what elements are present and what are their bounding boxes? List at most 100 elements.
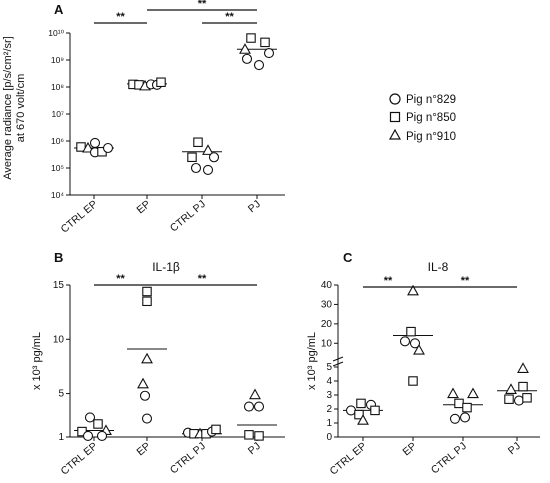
x-tick-label: CTRL PJ: [168, 440, 208, 476]
x-tick-label: CTRL EP: [59, 440, 100, 477]
x-tick-label: PJ: [246, 198, 263, 215]
panel-letter-b: B: [54, 250, 63, 265]
data-point: [138, 379, 148, 388]
data-point: [84, 431, 93, 440]
y-tick-label: 3: [326, 390, 332, 401]
data-point: [212, 425, 220, 433]
panel-c-axes: 0 1 2 3 4 5 10 20 30 40 CTRL EP EP CTRL PJ PJ ** **: [321, 275, 540, 478]
data-point: [245, 402, 254, 411]
data-point: [143, 287, 151, 295]
data-point: [247, 34, 255, 42]
significance-label: **: [225, 11, 234, 23]
y-tick-label: 0: [326, 432, 332, 443]
data-point: [261, 38, 269, 46]
x-tick-label: CTRL EP: [328, 440, 369, 477]
data-point: [255, 432, 263, 440]
data-point: [243, 54, 252, 63]
data-point: [407, 327, 415, 335]
data-point: [265, 49, 274, 58]
data-point: [204, 165, 213, 174]
data-point: [515, 396, 524, 405]
panel-a-ylabel-line1: Average radiance [p/s/cm²/sr]: [2, 36, 14, 179]
x-tick-label: CTRL PJ: [429, 440, 469, 476]
y-tick-label: 40: [321, 280, 333, 291]
y-tick-label: 1: [58, 432, 64, 443]
legend-circle-icon: [390, 94, 400, 104]
y-tick-label: 10⁶: [51, 136, 64, 146]
y-tick-label: 2: [326, 404, 332, 415]
data-point: [98, 431, 107, 440]
data-point: [143, 297, 151, 305]
y-tick-label: 10: [53, 334, 65, 345]
significance-label: **: [116, 273, 125, 285]
data-point: [371, 406, 379, 414]
x-tick-label: CTRL PJ: [168, 198, 208, 234]
x-tick-label: EP: [134, 440, 152, 458]
data-point: [448, 389, 458, 398]
panel-a: A 10⁴ 10⁵ 10⁶ 10⁷ 10⁸ 10⁹ 10¹⁰ CTRL EP EP CTRL PJ…: [2, 0, 285, 236]
significance-label: **: [198, 0, 207, 10]
data-point: [451, 414, 460, 423]
panel-letter-c: C: [343, 250, 353, 265]
panel-letter-a: A: [54, 2, 64, 17]
legend-label-829: Pig n°829: [406, 94, 456, 106]
data-point: [523, 394, 531, 402]
y-tick-label: 10⁷: [51, 109, 64, 119]
legend-label-910: Pig n°910: [406, 131, 456, 143]
data-point: [192, 164, 201, 173]
panel-a-axes: 10⁴ 10⁵ 10⁶ 10⁷ 10⁸ 10⁹ 10¹⁰ CTRL EP EP CTRL PJ PJ…: [48, 0, 285, 236]
data-point: [463, 403, 471, 411]
data-point: [86, 413, 95, 422]
y-tick-label: 10¹⁰: [48, 28, 64, 38]
data-point: [518, 363, 528, 372]
y-tick-label: 10⁴: [51, 190, 64, 200]
data-point: [245, 431, 253, 439]
panel-c: C IL-8 x 10³ pg/mL 0 1 2 3 4 5 10 20 30 40 CTRL EP…: [306, 250, 540, 478]
data-point: [468, 389, 478, 398]
y-tick-label: 10: [321, 338, 333, 349]
legend-square-icon: [391, 113, 400, 122]
x-tick-label: PJ: [506, 440, 523, 457]
data-point: [357, 399, 365, 407]
data-point: [91, 138, 100, 147]
data-point: [157, 78, 165, 86]
panel-b-ylabel: x 10³ pg/mL: [31, 332, 43, 390]
panel-a-ylabel-line2: at 670 volt/cm: [15, 74, 27, 142]
y-tick-label: 20: [321, 319, 333, 330]
legend-triangle-icon: [390, 130, 400, 139]
significance-label: **: [116, 11, 125, 23]
data-point: [142, 354, 152, 363]
significance-label: **: [198, 273, 207, 285]
data-point: [409, 377, 417, 385]
data-point: [250, 390, 260, 399]
data-point: [347, 406, 356, 415]
y-tick-label: 5: [58, 389, 64, 400]
y-tick-label: 10⁸: [51, 82, 64, 92]
panel-c-ylabel: x 10³ pg/mL: [306, 332, 318, 390]
data-point: [255, 402, 264, 411]
y-tick-label: 10⁹: [51, 55, 64, 65]
x-tick-label: CTRL EP: [59, 198, 100, 235]
legend: Pig n°829 Pig n°850 Pig n°910: [390, 94, 456, 143]
data-point: [461, 413, 470, 422]
y-tick-label: 4: [326, 376, 332, 387]
data-point: [143, 414, 152, 423]
data-point: [94, 420, 102, 428]
legend-label-850: Pig n°850: [406, 112, 456, 124]
panel-b-title: IL-1β: [152, 260, 180, 274]
data-point: [401, 337, 410, 346]
x-tick-label: EP: [400, 440, 418, 458]
y-tick-label: 30: [321, 299, 333, 310]
data-point: [141, 391, 150, 400]
y-tick-label: 10⁵: [51, 163, 64, 173]
y-tick-label: 15: [53, 280, 65, 291]
y-tick-label: 5: [326, 362, 332, 373]
significance-label: **: [461, 275, 470, 287]
data-point: [255, 61, 264, 70]
x-tick-label: PJ: [246, 440, 263, 457]
x-tick-label: EP: [134, 198, 152, 216]
data-point: [505, 395, 513, 403]
data-point: [455, 399, 463, 407]
panel-c-title: IL-8: [428, 260, 449, 274]
